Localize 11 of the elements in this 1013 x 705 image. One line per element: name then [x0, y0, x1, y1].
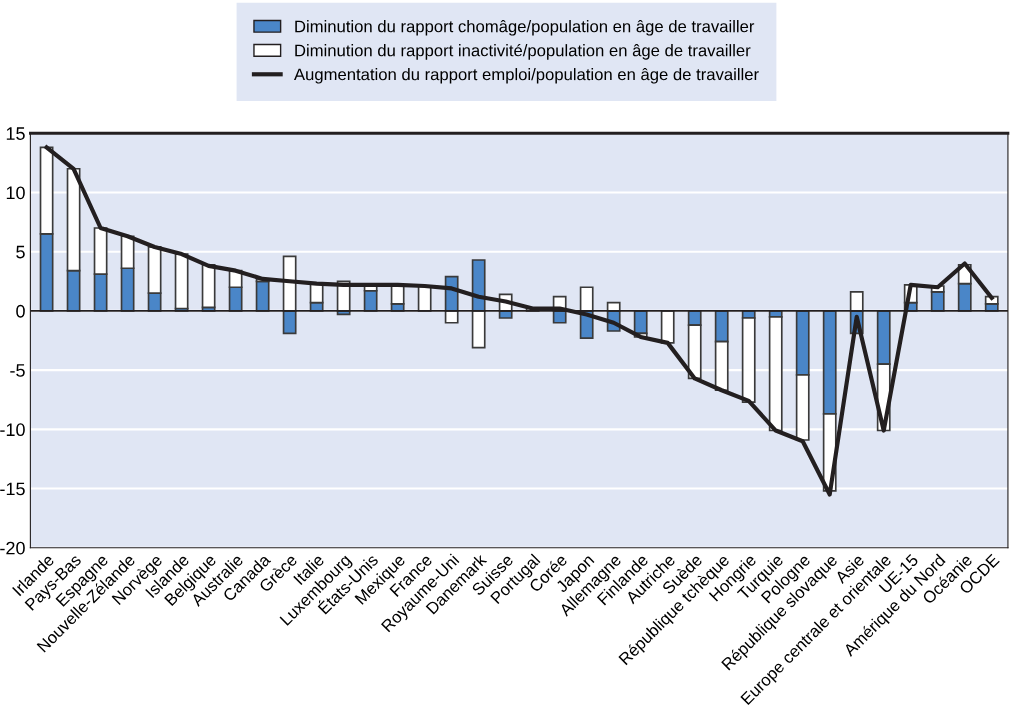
y-tick-label: 15	[6, 127, 25, 140]
y-tick-label: 10	[6, 186, 25, 200]
legend-label: Diminution du rapport inactivité/population en âge de travailler	[295, 43, 751, 60]
y-tick-label: 5	[16, 245, 25, 259]
y-tick-label: -15	[0, 482, 25, 496]
legend-label: Augmentation du rapport emploi/population en âge de travailler	[293, 67, 759, 84]
y-tick-label: -20	[0, 541, 25, 555]
y-tick-label: -5	[10, 364, 25, 377]
legend-label: Diminution du rapport chomâge/population en âge de travailler	[295, 20, 755, 36]
y-tick-label: 0	[16, 304, 25, 318]
y-tick-label: -10	[0, 423, 25, 437]
